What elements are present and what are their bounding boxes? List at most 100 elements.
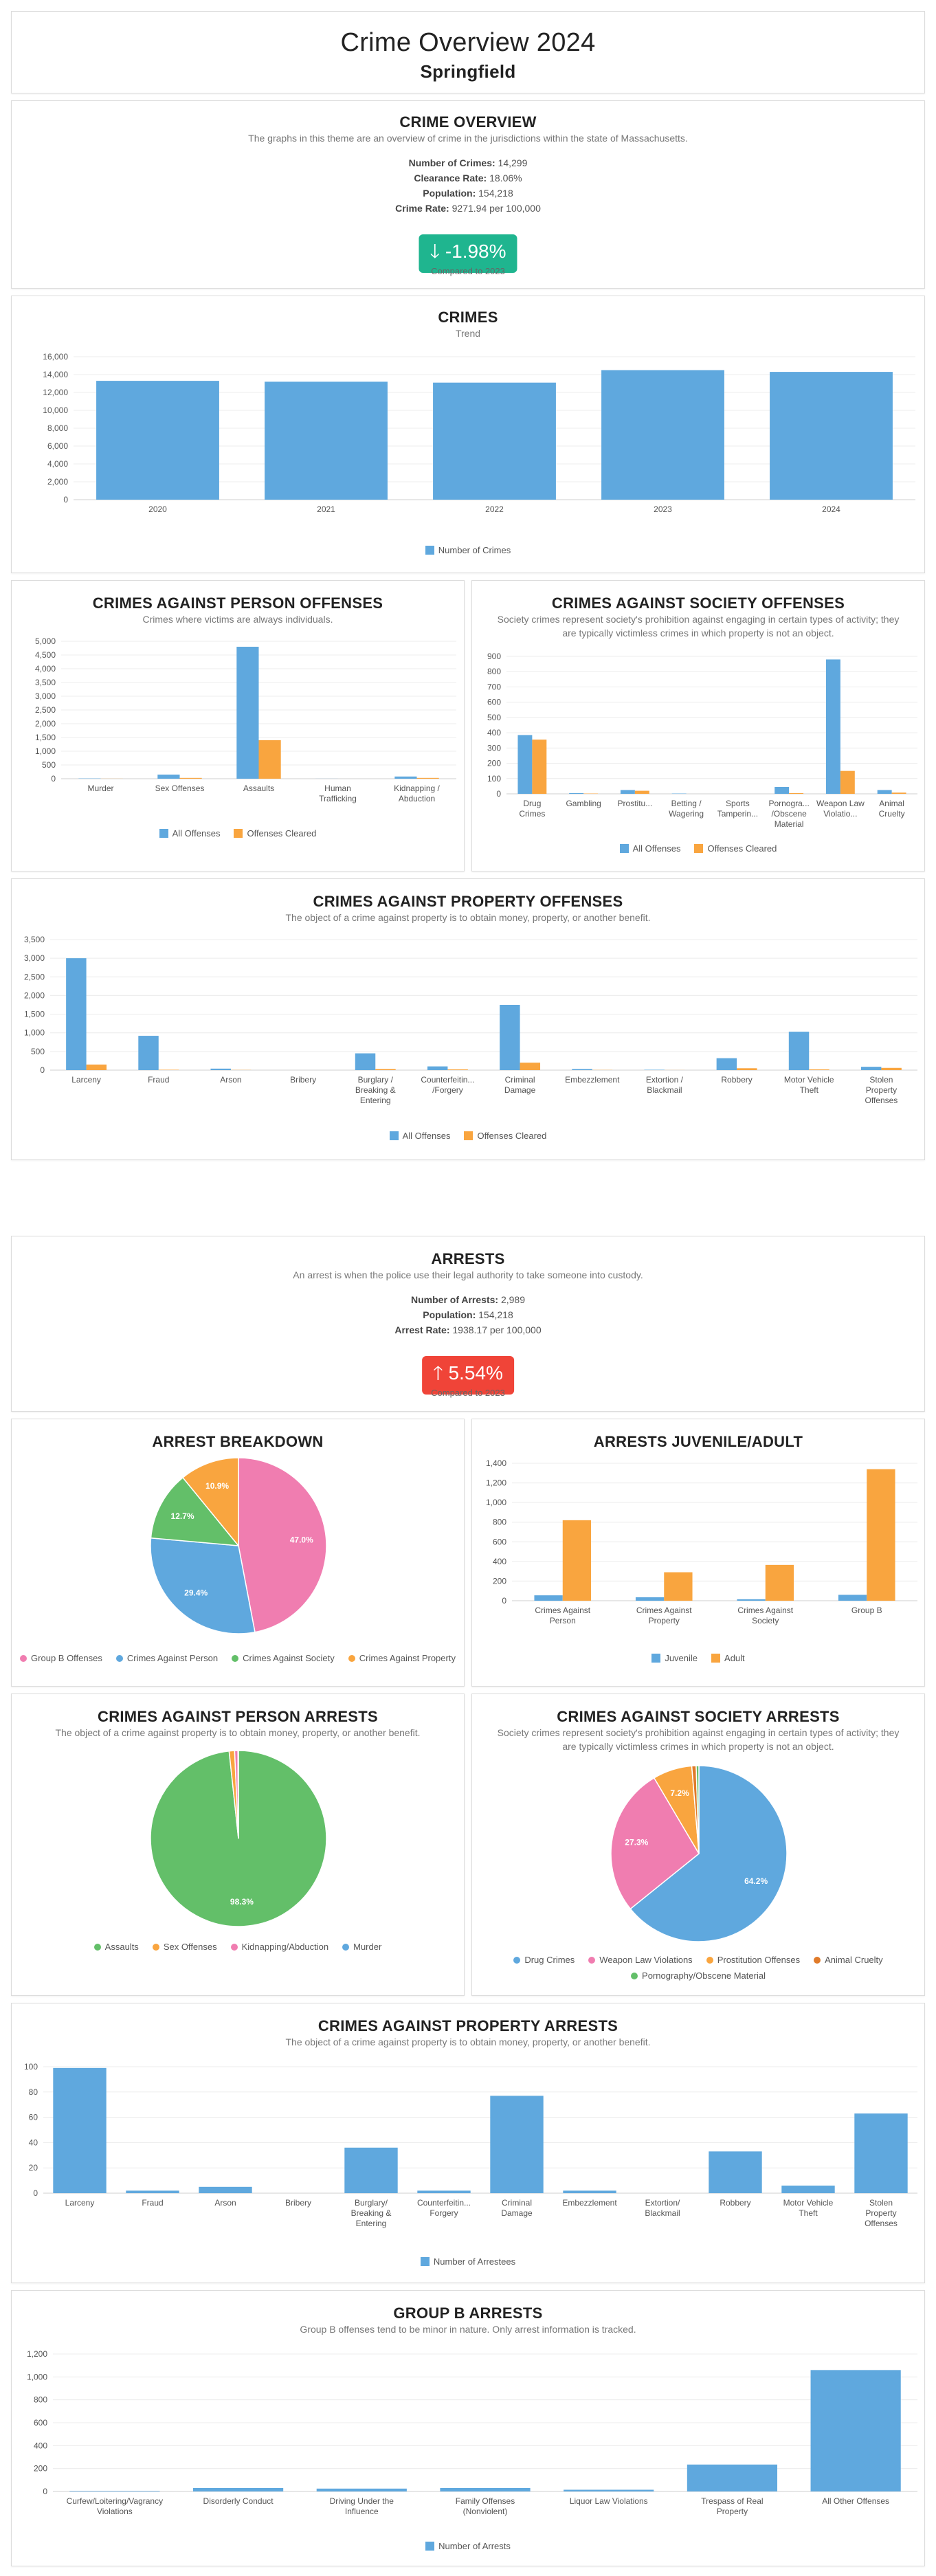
bar xyxy=(86,1064,107,1070)
legend-item[interactable]: Weapon Law Violations xyxy=(588,1953,693,1968)
chart-subtitle: The object of a crime against property i… xyxy=(285,2036,651,2047)
legend-item[interactable]: Crimes Against Society xyxy=(232,1653,335,1663)
legend-item[interactable]: Pornography/Obscene Material xyxy=(631,1968,766,1984)
legend-item[interactable]: Murder xyxy=(342,1942,381,1952)
y-tick-label: 2,500 xyxy=(35,705,56,715)
x-tick-label: Liquor Law Violations xyxy=(570,2496,648,2506)
arrest-breakdown-legend: Group B Offenses Crimes Against Person Cri… xyxy=(12,1653,464,1664)
legend-item[interactable]: Assaults xyxy=(93,1942,139,1952)
x-tick-label: Offenses xyxy=(865,1096,898,1105)
chart-subtitle: Trend xyxy=(455,328,481,339)
x-tick-label: Burglary/ xyxy=(355,2198,388,2208)
pie-slice xyxy=(181,1457,239,1548)
bar xyxy=(809,1069,829,1070)
legend-item[interactable]: Drug Crimes xyxy=(513,1953,575,1968)
legend-item[interactable]: Number of Arrests xyxy=(425,2541,511,2551)
legend-dot xyxy=(115,1654,123,1662)
legend-item[interactable]: Offenses Cleared xyxy=(694,843,777,854)
bar xyxy=(737,1599,766,1601)
chart-title: CRIMES AGAINST SOCIETY OFFENSES xyxy=(551,595,845,612)
crime-compared-label: Compared to 2023 xyxy=(431,266,505,276)
bar xyxy=(433,382,556,500)
legend-item[interactable]: Crimes Against Property xyxy=(348,1653,456,1663)
bar xyxy=(236,647,259,779)
legend-item[interactable]: Adult xyxy=(711,1653,745,1663)
x-tick-label: Extortion / xyxy=(646,1075,684,1085)
society-offenses-legend: All Offenses Offenses Cleared xyxy=(472,843,924,855)
legend-label: Juvenile xyxy=(665,1653,698,1663)
bar xyxy=(417,2190,471,2193)
juvenile-adult-legend: Juvenile Adult xyxy=(472,1653,924,1665)
legend-item[interactable]: Group B Offenses xyxy=(20,1653,102,1663)
society-arrests-panel: CRIMES AGAINST SOCIETY ARRESTS Society c… xyxy=(471,1694,925,1996)
x-tick-label: Damage xyxy=(504,1085,536,1095)
legend-item[interactable]: Offenses Cleared xyxy=(234,828,316,839)
y-tick-label: 60 xyxy=(29,2113,38,2122)
slice-label: 47.0% xyxy=(290,1535,313,1544)
x-tick-label: 2024 xyxy=(822,504,840,514)
bar xyxy=(709,2151,762,2193)
crimes-trend-legend: Number of Crimes xyxy=(12,545,924,557)
chart-title: ARRESTS JUVENILE/ADULT xyxy=(593,1433,803,1450)
legend-item[interactable]: Offenses Cleared xyxy=(464,1131,546,1141)
legend-dot xyxy=(513,1957,521,1964)
y-tick-label: 0 xyxy=(43,2487,47,2496)
bar xyxy=(891,792,906,794)
y-tick-label: 600 xyxy=(487,698,501,707)
arrow-up-icon: 🡑 xyxy=(433,1362,443,1384)
legend-item[interactable]: Sex Offenses xyxy=(152,1942,217,1952)
x-tick-label: Blackmail xyxy=(647,1085,682,1095)
bar xyxy=(838,1595,867,1601)
bar xyxy=(572,1069,592,1070)
legend-swatch xyxy=(389,1131,399,1140)
x-tick-label: Stolen xyxy=(869,2198,893,2208)
legend-label: Crimes Against Property xyxy=(359,1653,456,1663)
x-tick-label: Bribery xyxy=(285,2198,311,2208)
legend-dot xyxy=(93,1943,101,1951)
legend-label: Offenses Cleared xyxy=(477,1131,547,1141)
bar xyxy=(840,770,855,794)
y-tick-label: 2,500 xyxy=(24,972,45,981)
legend-item[interactable]: Kidnapping/Abduction xyxy=(230,1942,328,1952)
slice-label: 98.3% xyxy=(230,1897,254,1907)
x-tick-label: Forgery xyxy=(430,2208,458,2218)
slice-label: 7.2% xyxy=(670,1788,689,1798)
person-arrests-legend: Assaults Sex Offenses Kidnapping/Abduction… xyxy=(12,1942,464,1953)
y-tick-label: 40 xyxy=(29,2138,38,2147)
y-tick-label: 200 xyxy=(487,759,501,768)
bar xyxy=(881,1067,902,1070)
stat-crime-rate: Crime Rate: 9271.94 per 100,000 xyxy=(395,203,541,214)
legend-label: Assaults xyxy=(104,1942,139,1952)
legend-item[interactable]: Animal Cruelty xyxy=(814,1953,883,1968)
y-tick-label: 3,500 xyxy=(24,935,45,944)
x-tick-label: Fraud xyxy=(142,2198,163,2208)
legend-item[interactable]: Crimes Against Person xyxy=(115,1653,218,1663)
header-panel: Crime Overview 2024 Springfield xyxy=(11,11,925,93)
y-tick-label: 4,000 xyxy=(47,459,68,469)
chart-title: CRIMES AGAINST PERSON ARRESTS xyxy=(98,1708,378,1725)
x-tick-label: 2022 xyxy=(485,504,504,514)
crime-overview-description: The graphs in this theme are an overview… xyxy=(248,133,688,144)
legend-swatch xyxy=(651,1654,661,1663)
legend-item[interactable]: All Offenses xyxy=(159,828,220,839)
legend-item[interactable]: Number of Arrestees xyxy=(420,2256,515,2267)
bar xyxy=(564,2489,654,2491)
arrests-description: An arrest is when the police use their l… xyxy=(293,1269,643,1280)
bar xyxy=(563,2190,616,2193)
y-tick-label: 400 xyxy=(487,728,501,737)
x-tick-label: Larceny xyxy=(71,1075,101,1085)
bar xyxy=(810,2370,901,2491)
legend-item[interactable]: Juvenile xyxy=(651,1653,698,1663)
legend-item[interactable]: All Offenses xyxy=(619,843,680,854)
y-tick-label: 14,000 xyxy=(43,370,68,379)
arrests-title: ARRESTS xyxy=(431,1250,505,1267)
legend-item[interactable]: All Offenses xyxy=(389,1131,450,1141)
x-tick-label: Crimes xyxy=(519,809,545,819)
bar xyxy=(344,2147,398,2193)
y-tick-label: 1,000 xyxy=(486,1498,506,1507)
society-arrests-chart: 64.2% 27.3% 7.2% xyxy=(610,1765,788,1942)
legend-swatch xyxy=(159,829,168,838)
legend-item[interactable]: Prostitution Offenses xyxy=(706,1953,800,1968)
bar xyxy=(210,1068,231,1070)
legend-item[interactable]: Number of Crimes xyxy=(425,545,511,555)
